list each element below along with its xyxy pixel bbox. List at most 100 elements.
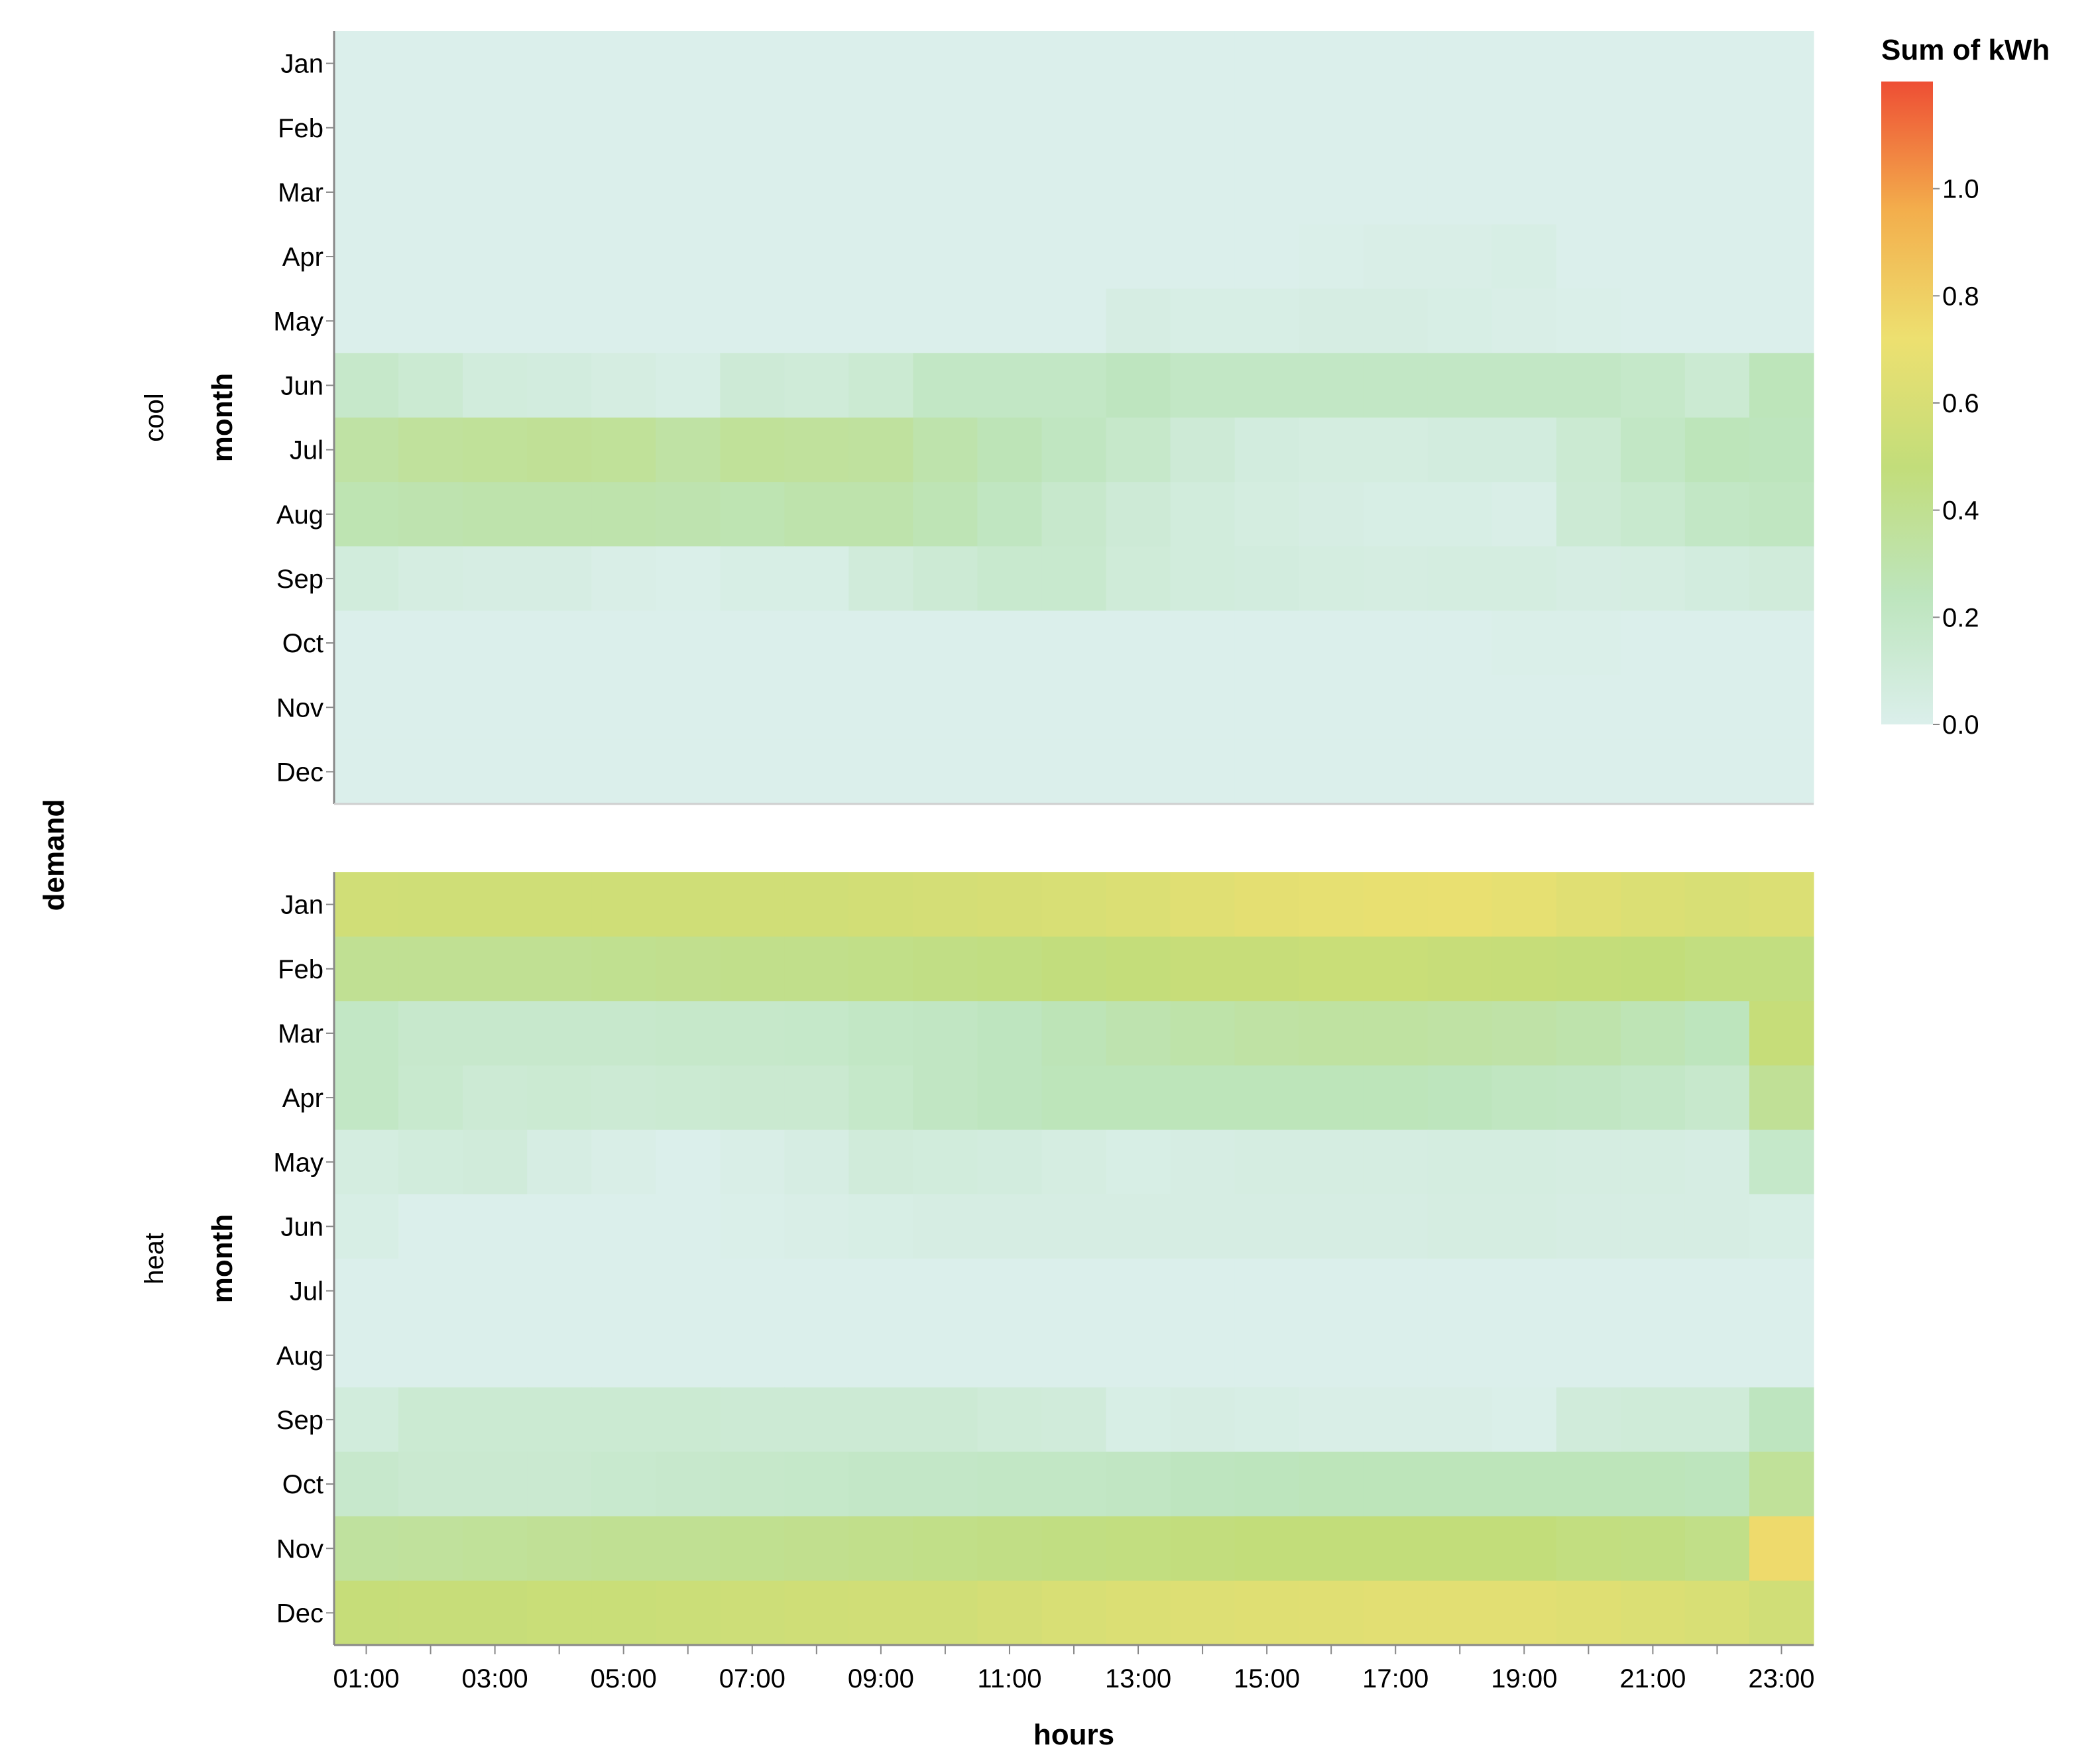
heatmap-cell — [913, 1451, 978, 1517]
heatmap-cell — [784, 1580, 849, 1646]
heatmap-cell — [1427, 1516, 1493, 1581]
y-tick-label: Aug — [276, 1341, 323, 1371]
heatmap-cell — [334, 31, 399, 96]
heatmap-cell — [656, 739, 721, 805]
heatmap-cell — [977, 872, 1043, 937]
heatmap-cell — [463, 739, 528, 805]
y-tick-label: Jun — [281, 371, 324, 400]
heatmap-cell — [1106, 872, 1171, 937]
heatmap-cell — [1041, 288, 1107, 354]
heatmap-cell — [463, 546, 528, 612]
heatmap-cell — [1106, 1451, 1171, 1517]
heatmap-cell — [1299, 546, 1364, 612]
heatmap-cell — [463, 1259, 528, 1324]
heatmap-cell — [977, 482, 1043, 547]
heatmap-cell — [848, 1129, 913, 1195]
heatmap-cell — [1041, 1451, 1107, 1517]
heatmap-cell — [656, 1129, 721, 1195]
heatmap-cell — [913, 1001, 978, 1066]
heatmap-cell — [334, 160, 399, 225]
heatmap-cell — [656, 353, 721, 418]
heatmap-cell — [1106, 739, 1171, 805]
heatmap-cell — [848, 1516, 913, 1581]
heatmap-cell — [591, 418, 656, 483]
y-tick-label: Apr — [282, 1084, 323, 1113]
heatmap-cell — [591, 1516, 656, 1581]
heatmap-cell — [527, 1194, 592, 1259]
heatmap-cell — [1106, 1516, 1171, 1581]
heatmap-cell — [977, 739, 1043, 805]
y-tick-label: May — [273, 1148, 323, 1177]
heatmap-cell — [1620, 353, 1686, 418]
heatmap-cell — [463, 1065, 528, 1131]
heatmap-cell — [1684, 872, 1750, 937]
heatmap-cell — [1491, 675, 1557, 740]
heatmap-cell — [784, 288, 849, 354]
heatmap-cell — [334, 1194, 399, 1259]
heatmap-cell — [1234, 1194, 1300, 1259]
x-tick-label: 07:00 — [719, 1664, 786, 1693]
heatmap-cell — [334, 1001, 399, 1066]
heatmap-cell — [1684, 160, 1750, 225]
heatmap-cell — [398, 1259, 463, 1324]
heatmap-cell — [1491, 1451, 1557, 1517]
heatmap-cell — [977, 1323, 1043, 1388]
heatmap-cell — [1299, 872, 1364, 937]
heatmap-cell — [913, 1516, 978, 1581]
x-axis-title: hours — [1033, 1719, 1114, 1751]
heatmap-cell — [1170, 1580, 1236, 1646]
heatmap-cell — [1363, 1580, 1429, 1646]
heatmap-cell — [591, 546, 656, 612]
y-tick-label: Dec — [276, 758, 323, 787]
heatmap-cell — [1556, 482, 1621, 547]
heatmap-cell — [1041, 937, 1107, 1001]
heatmap-cell — [1491, 1129, 1557, 1195]
heatmap-cell — [1556, 546, 1621, 612]
heatmap-cell — [913, 610, 978, 676]
legend-tick-label: 0.8 — [1942, 282, 1979, 311]
heatmap-cell — [334, 675, 399, 740]
heatmap-cell — [977, 937, 1043, 1001]
heatmap-cell — [1363, 160, 1429, 225]
heatmap-cell — [1170, 546, 1236, 612]
heatmap-cell — [1234, 546, 1300, 612]
heatmap-cell — [1427, 95, 1493, 160]
y-tick-label: Oct — [282, 1470, 323, 1499]
heatmap-cell — [1620, 1323, 1686, 1388]
heatmap-cell — [334, 546, 399, 612]
heatmap-cell — [977, 353, 1043, 418]
heatmap-cell — [1170, 1129, 1236, 1195]
heatmap-cell — [1684, 1194, 1750, 1259]
heatmap-cell — [1234, 937, 1300, 1001]
heatmap-cell — [334, 224, 399, 290]
heatmap-cell — [1427, 1323, 1493, 1388]
heatmap-cell — [1749, 1387, 1814, 1453]
heatmap-cell — [591, 288, 656, 354]
heatmap-cell — [784, 95, 849, 160]
heatmap-cell — [1106, 1580, 1171, 1646]
heatmap-cell — [848, 160, 913, 225]
heatmap-cell — [848, 482, 913, 547]
heatmap-cell — [1491, 288, 1557, 354]
y-tick-label: Dec — [276, 1599, 323, 1628]
heatmap-cell — [591, 31, 656, 96]
heatmap-cell — [1556, 1001, 1621, 1066]
heatmap-cell — [913, 1580, 978, 1646]
heatmap-cell — [977, 418, 1043, 483]
heatmap-cell — [1427, 160, 1493, 225]
heatmap-cell — [1106, 353, 1171, 418]
heatmap-cell — [1556, 1580, 1621, 1646]
heatmap-cell — [977, 160, 1043, 225]
y-tick-label: Oct — [282, 629, 323, 658]
legend-title: Sum of kWh — [1881, 34, 2050, 66]
heatmap-cell — [527, 675, 592, 740]
heatmap-cell — [977, 1516, 1043, 1581]
heatmap-cell — [1299, 610, 1364, 676]
heatmap-cell — [977, 675, 1043, 740]
heatmap-cell — [463, 224, 528, 290]
heatmap-cell — [1106, 937, 1171, 1001]
heatmap-cell — [1106, 288, 1171, 354]
heatmap-cell — [463, 353, 528, 418]
heatmap-cell — [1170, 1323, 1236, 1388]
y-tick-label: Mar — [278, 178, 323, 207]
